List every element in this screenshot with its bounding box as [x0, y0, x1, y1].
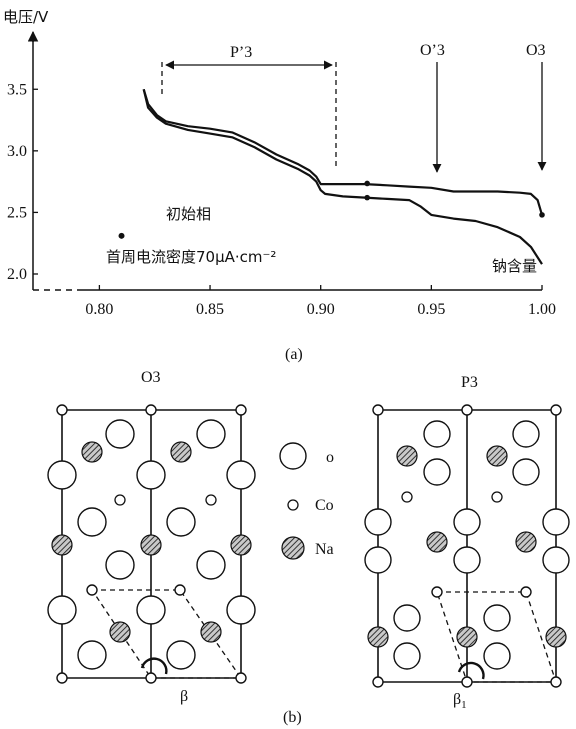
- legend-cobalt-swatch: [287, 499, 299, 511]
- y-tick-label: 2.5: [7, 204, 27, 221]
- o3-dashed-cell: [90, 589, 243, 679]
- p3-structure: β1: [364, 404, 570, 711]
- p3-oxygen-atoms: [364, 420, 570, 670]
- sodium-content-label: 钠含量: [492, 257, 537, 275]
- series-line-2: [142, 89, 543, 265]
- legend-oxygen-swatch: [279, 442, 307, 470]
- voltage-chart: 2.0 2.5 3.0 3.5 0.80 0.85 0.90 0.95 1.00 电压/V P…: [3, 8, 556, 363]
- o3-cobalt-atoms: [114, 494, 217, 506]
- y-tick-label: 3.0: [7, 143, 27, 160]
- initial-phase-marker: [118, 232, 125, 239]
- atom-legend: o Co Na: [279, 442, 334, 560]
- o3-angle-label: β: [180, 688, 188, 705]
- y-tick-label: 2.0: [7, 266, 27, 283]
- p3-angle-arc: [457, 661, 485, 680]
- p3-cobalt-atoms: [401, 491, 503, 503]
- x-tick-label: 1.00: [528, 301, 556, 318]
- panel-b-label: (b): [283, 709, 302, 726]
- o3-oxygen-atoms: [47, 419, 256, 670]
- x-tick-label: 0.90: [307, 301, 335, 318]
- p3-label: P’3: [230, 44, 252, 61]
- data-point-marker: [539, 212, 545, 218]
- p3-corner-atoms: [372, 404, 562, 688]
- x-tick-label: 0.85: [196, 301, 224, 318]
- data-point-marker: [364, 180, 370, 187]
- panel-a-label: (a): [285, 346, 303, 363]
- o3-angle-arc: [140, 657, 168, 675]
- o3-sodium-atoms: [51, 441, 252, 643]
- x-tick-label: 0.95: [417, 301, 445, 318]
- x-tick-label: 0.80: [85, 301, 113, 318]
- legend-oxygen-label: o: [326, 449, 334, 466]
- y-axis-label: 电压/V: [3, 8, 49, 26]
- legend-sodium-label: Na: [315, 541, 334, 558]
- current-density-label: 首周电流密度70μA·cm⁻²: [106, 248, 276, 266]
- o3-structure: β: [47, 404, 256, 705]
- o3prime-label: O’3: [420, 42, 445, 59]
- o3-structure-title: O3: [141, 369, 161, 386]
- p3-angle-label: β1: [453, 691, 467, 711]
- series-line-1: [142, 88, 544, 216]
- legend-cobalt-label: Co: [315, 497, 334, 514]
- data-point-marker: [364, 194, 370, 201]
- p3-sodium-atoms: [367, 445, 567, 648]
- o3-corner-atoms: [56, 404, 247, 684]
- o3-label: O3: [526, 42, 546, 59]
- legend-sodium-swatch: [281, 536, 305, 560]
- initial-phase-label: 初始相: [166, 205, 211, 223]
- y-tick-label: 3.5: [7, 81, 27, 98]
- p3-structure-title: P3: [461, 374, 478, 391]
